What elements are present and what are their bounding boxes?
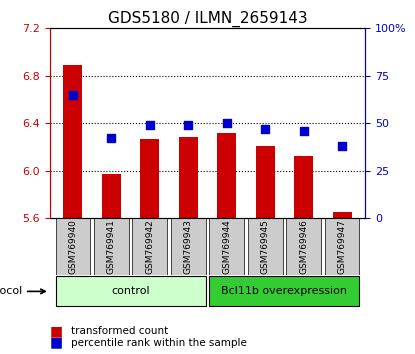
FancyBboxPatch shape	[286, 218, 321, 275]
Text: control: control	[111, 286, 150, 296]
Text: GSM769947: GSM769947	[338, 219, 347, 274]
FancyBboxPatch shape	[248, 218, 283, 275]
Point	[223, 120, 230, 126]
Bar	[178, 137, 198, 218]
Bar	[332, 212, 352, 218]
FancyBboxPatch shape	[94, 218, 129, 275]
Text: GSM769942: GSM769942	[145, 219, 154, 274]
Text: transformed count: transformed count	[71, 326, 168, 336]
Text: GSM769941: GSM769941	[107, 219, 116, 274]
Point	[146, 122, 153, 128]
Text: GSM769946: GSM769946	[299, 219, 308, 274]
Bar	[63, 65, 83, 218]
Text: percentile rank within the sample: percentile rank within the sample	[71, 338, 247, 348]
Text: GSM769944: GSM769944	[222, 219, 231, 274]
Point	[339, 143, 345, 149]
FancyBboxPatch shape	[56, 276, 205, 306]
FancyBboxPatch shape	[210, 218, 244, 275]
Text: ■: ■	[50, 336, 63, 350]
Text: GSM769940: GSM769940	[68, 219, 77, 274]
Bar	[217, 133, 237, 218]
Point	[70, 92, 76, 97]
FancyBboxPatch shape	[132, 218, 167, 275]
Bar	[102, 174, 121, 218]
Point	[185, 122, 192, 128]
FancyBboxPatch shape	[325, 218, 359, 275]
Point	[300, 128, 307, 133]
Title: GDS5180 / ILMN_2659143: GDS5180 / ILMN_2659143	[107, 11, 308, 27]
Text: ■: ■	[50, 324, 63, 338]
Point	[262, 126, 269, 132]
Bar	[140, 138, 159, 218]
FancyBboxPatch shape	[171, 218, 205, 275]
FancyBboxPatch shape	[56, 218, 90, 275]
Bar	[256, 145, 275, 218]
Bar	[294, 156, 313, 218]
FancyBboxPatch shape	[210, 276, 359, 306]
Text: GSM769943: GSM769943	[184, 219, 193, 274]
Point	[108, 136, 115, 141]
Text: GSM769945: GSM769945	[261, 219, 270, 274]
Text: Bcl11b overexpression: Bcl11b overexpression	[222, 286, 347, 296]
Text: protocol: protocol	[0, 286, 45, 296]
